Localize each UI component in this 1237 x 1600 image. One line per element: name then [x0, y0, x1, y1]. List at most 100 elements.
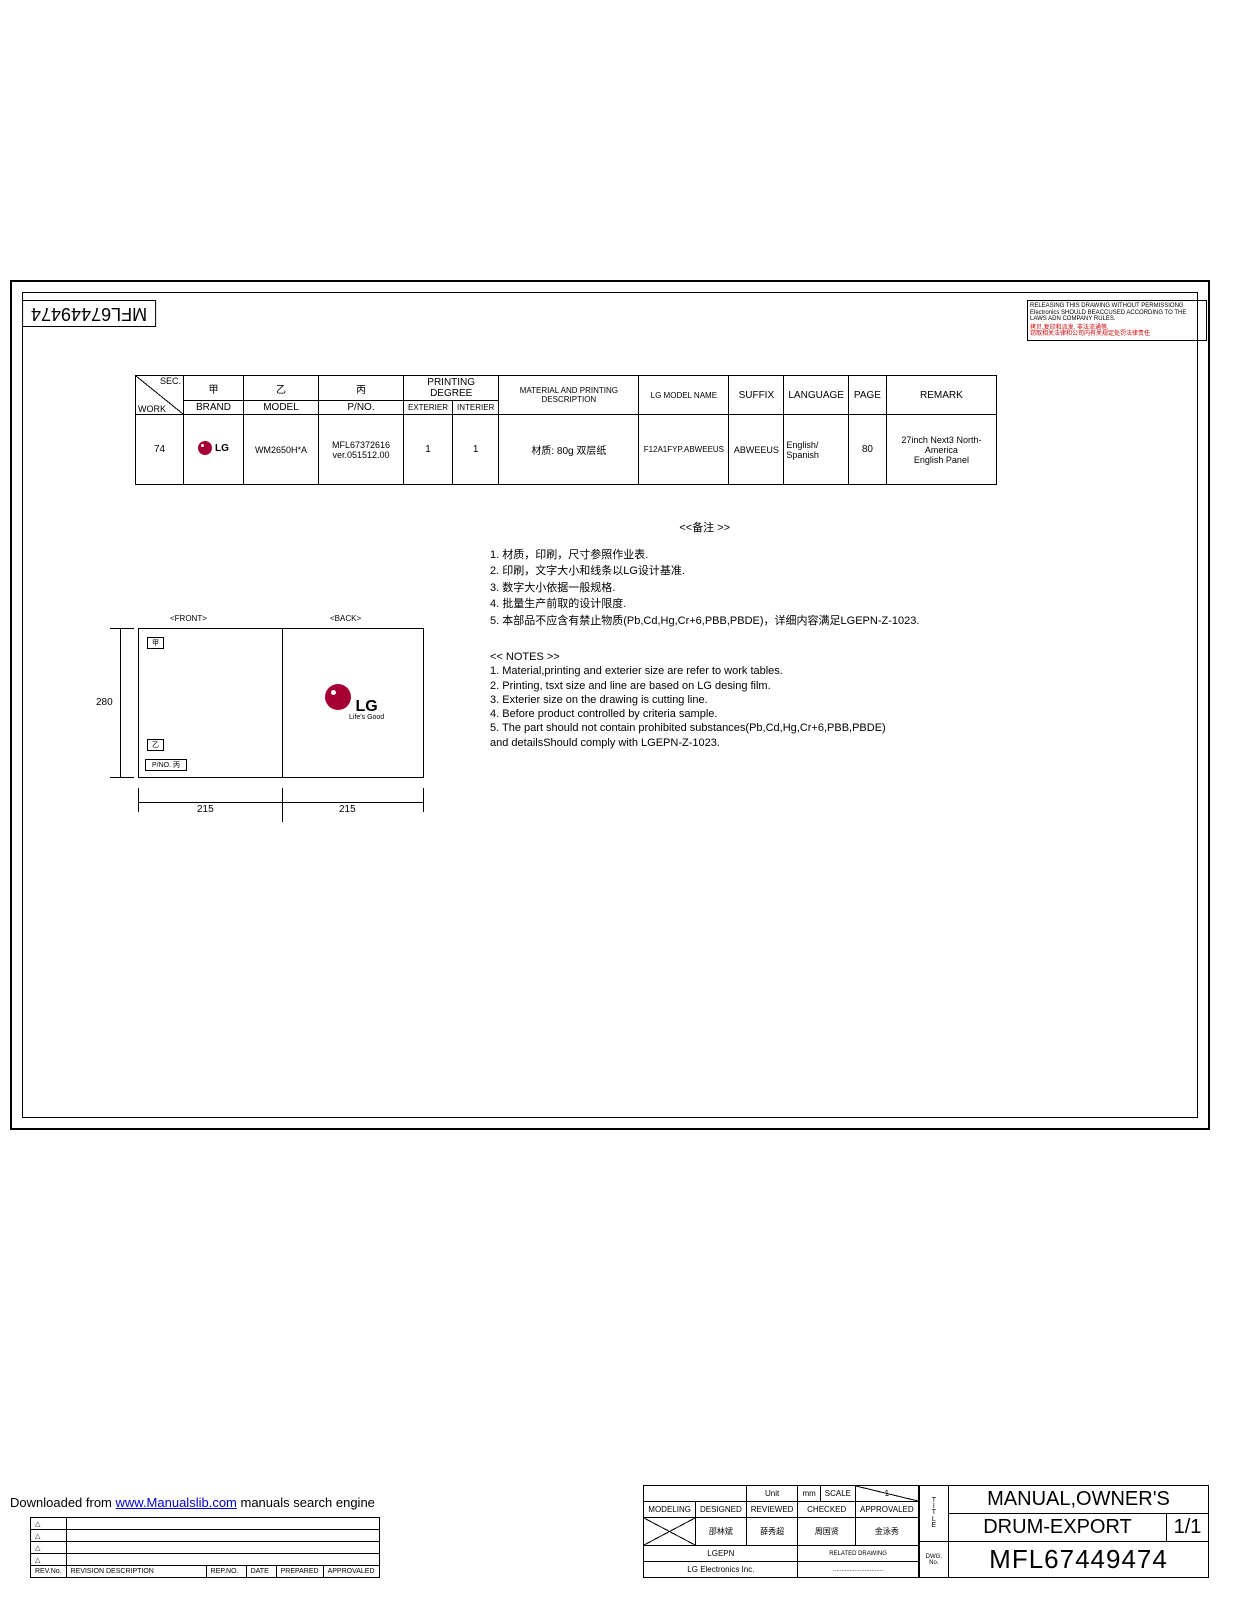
notes-chinese: <<备注 >> 1. 材质，印刷，尺寸参照作业表. 2. 印刷，文字大小和线条以…	[490, 520, 919, 629]
title-block: Unit mm SCALE 1 MODELING DESIGNED REVIEW…	[643, 1485, 1209, 1578]
notes-en-4: 5. The part should not contain prohibite…	[490, 721, 1050, 735]
footer-post: manuals search engine	[237, 1495, 375, 1510]
notes-cn-title: <<备注 >>	[490, 520, 919, 537]
notes-en-3: 4. Before product controlled by criteria…	[490, 707, 1050, 721]
brand-val: LG	[184, 415, 244, 485]
tb-n-2: 薛秀超	[746, 1518, 798, 1546]
interier-header: INTERIER	[453, 401, 499, 415]
interier-val: 1	[453, 415, 499, 485]
lg-model-val: F12A1FYP.ABWEEUS	[639, 415, 729, 485]
dwg-no-label: DWG. No.	[919, 1542, 948, 1578]
brand-header: BRAND	[184, 401, 244, 415]
lgepn: LGEPN	[644, 1546, 798, 1562]
footer: Downloaded from www.Manualslib.com manua…	[10, 1495, 375, 1510]
part-number-rotated: MFL67449474	[22, 300, 156, 327]
notes-en-title: << NOTES >>	[490, 650, 1050, 664]
suffix-header: SUFFIX	[729, 376, 784, 415]
tb-h-2: REVIEWED	[746, 1502, 798, 1518]
notes-cn-2: 3. 数字大小依据一般规格.	[490, 580, 919, 597]
tb-n-4: 金泳秀	[856, 1518, 919, 1546]
notes-english: << NOTES >> 1. Material,printing and ext…	[490, 650, 1050, 750]
tb-h-1: DESIGNED	[695, 1502, 746, 1518]
spec-table: SEC. WORK 甲 乙 丙 PRINTING DEGREE MATERIAL…	[135, 375, 997, 485]
dim-width-left: 215	[197, 804, 214, 815]
exterier-val: 1	[404, 415, 453, 485]
dim-horizontal: 215 215	[138, 788, 424, 812]
legal-cn: 拷贝,复印和派发, 非法流通等. 窃取相关法律和公司内有关规定处罚法律责任	[1030, 325, 1204, 338]
related-drawing: RELATED DRAWING	[798, 1546, 918, 1562]
pno-tag: P/NO. 丙	[145, 759, 187, 771]
tb-h-0: MODELING	[644, 1502, 696, 1518]
sec-work-header: SEC. WORK	[136, 376, 184, 415]
title-page: 1/1	[1167, 1514, 1209, 1542]
remark-header: REMARK	[886, 376, 996, 415]
tb-h-3: CHECKED	[798, 1502, 856, 1518]
dim-height: 280	[96, 697, 113, 708]
rev-h-0: REV.No.	[31, 1566, 67, 1578]
lg-logo-icon: LG	[198, 441, 229, 455]
lg-logo-text: LG	[355, 698, 377, 715]
notes-cn-4: 5. 本部品不应含有禁止物质(Pb,Cd,Hg,Cr+6,PBB,PBDE)，详…	[490, 613, 919, 630]
legal-en: RELEASING THIS DRAWING WITHOUT PERMISSIO…	[1030, 303, 1204, 323]
tb-h-4: APPROVALED	[856, 1502, 919, 1518]
notes-cn-1: 2. 印刷，文字大小和线条以LG设计基准.	[490, 563, 919, 580]
rev-h-1: REVISION DESCRIPTION	[66, 1566, 206, 1578]
tb-n-1: 邵林斌	[695, 1518, 746, 1546]
lg-model-header: LG MODEL NAME	[639, 376, 729, 415]
dim-vertical: 280	[110, 628, 134, 778]
panel-divider	[282, 629, 283, 777]
back-label: <BACK>	[330, 614, 361, 623]
title-drum: DRUM-EXPORT	[949, 1514, 1167, 1542]
notes-en-2: 3. Exterier size on the drawing is cutti…	[490, 693, 1050, 707]
footer-link[interactable]: www.Manualslib.com	[116, 1495, 237, 1510]
rev-tri	[31, 1554, 67, 1566]
work-val: 74	[136, 415, 184, 485]
title-vert: T I T L E	[919, 1486, 948, 1542]
material-header: MATERIAL AND PRINTING DESCRIPTION	[499, 376, 639, 415]
notes-cn-3: 4. 批量生产前取的设计限度.	[490, 596, 919, 613]
dimension-drawing: <FRONT> <BACK> 甲 乙 P/NO. 丙 LG Life's Goo…	[110, 620, 450, 840]
rev-tri	[31, 1530, 67, 1542]
printing-degree-header: PRINTING DEGREE	[404, 376, 499, 401]
language-header: LANGUAGE	[784, 376, 849, 415]
spec-data-row: 74 LG WM2650H*A MFL67372616 ver.051512.0…	[136, 415, 997, 485]
company: LG Electronics Inc.	[644, 1562, 798, 1578]
page-val: 80	[848, 415, 886, 485]
tb-n-3: 周国贤	[798, 1518, 856, 1546]
scale-val: 1	[856, 1486, 919, 1502]
rev-h-3: DATE	[246, 1566, 276, 1578]
model-val: WM2650H*A	[244, 415, 319, 485]
panel-lg-logo: LG Life's Good	[319, 684, 384, 721]
rev-h-2: REP.NO.	[206, 1566, 246, 1578]
remark-val: 27inch Next3 North-America English Panel	[886, 415, 996, 485]
exterier-header: EXTERIER	[404, 401, 453, 415]
tag-1: 甲	[147, 637, 164, 649]
footer-pre: Downloaded from	[10, 1495, 116, 1510]
title-manual: MANUAL,OWNER'S	[949, 1486, 1209, 1514]
notes-en-1: 2. Printing, tsxt size and line are base…	[490, 679, 1050, 693]
unit-label: Unit	[746, 1486, 798, 1502]
titleblock-left: Unit mm SCALE 1 MODELING DESIGNED REVIEW…	[643, 1485, 918, 1578]
dim-width-right: 215	[339, 804, 356, 815]
notes-en-0: 1. Material,printing and exterier size a…	[490, 664, 1050, 678]
rev-h-4: PREPARED	[276, 1566, 323, 1578]
pno-val: MFL67372616 ver.051512.00	[319, 415, 404, 485]
front-label: <FRONT>	[170, 614, 207, 623]
col-cn-0: 甲	[184, 376, 244, 401]
pno-header: P/NO.	[319, 401, 404, 415]
material-val: 材质: 80g 双层纸	[499, 415, 639, 485]
model-header: MODEL	[244, 401, 319, 415]
unit-val: mm	[798, 1486, 820, 1502]
suffix-val: ABWEEUS	[729, 415, 784, 485]
legal-notice: RELEASING THIS DRAWING WITHOUT PERMISSIO…	[1027, 300, 1207, 341]
page-header: PAGE	[848, 376, 886, 415]
dotted: ..............................	[798, 1562, 918, 1578]
rev-h-5: APPROVALED	[323, 1566, 379, 1578]
scale-label: SCALE	[820, 1486, 855, 1502]
col-cn-1: 乙	[244, 376, 319, 401]
notes-en-5: and detailsShould comply with LGEPN-Z-10…	[490, 736, 1050, 750]
rev-tri	[31, 1518, 67, 1530]
notes-cn-0: 1. 材质，印刷，尺寸参照作业表.	[490, 547, 919, 564]
col-cn-2: 丙	[319, 376, 404, 401]
language-val: English/ Spanish	[784, 415, 849, 485]
